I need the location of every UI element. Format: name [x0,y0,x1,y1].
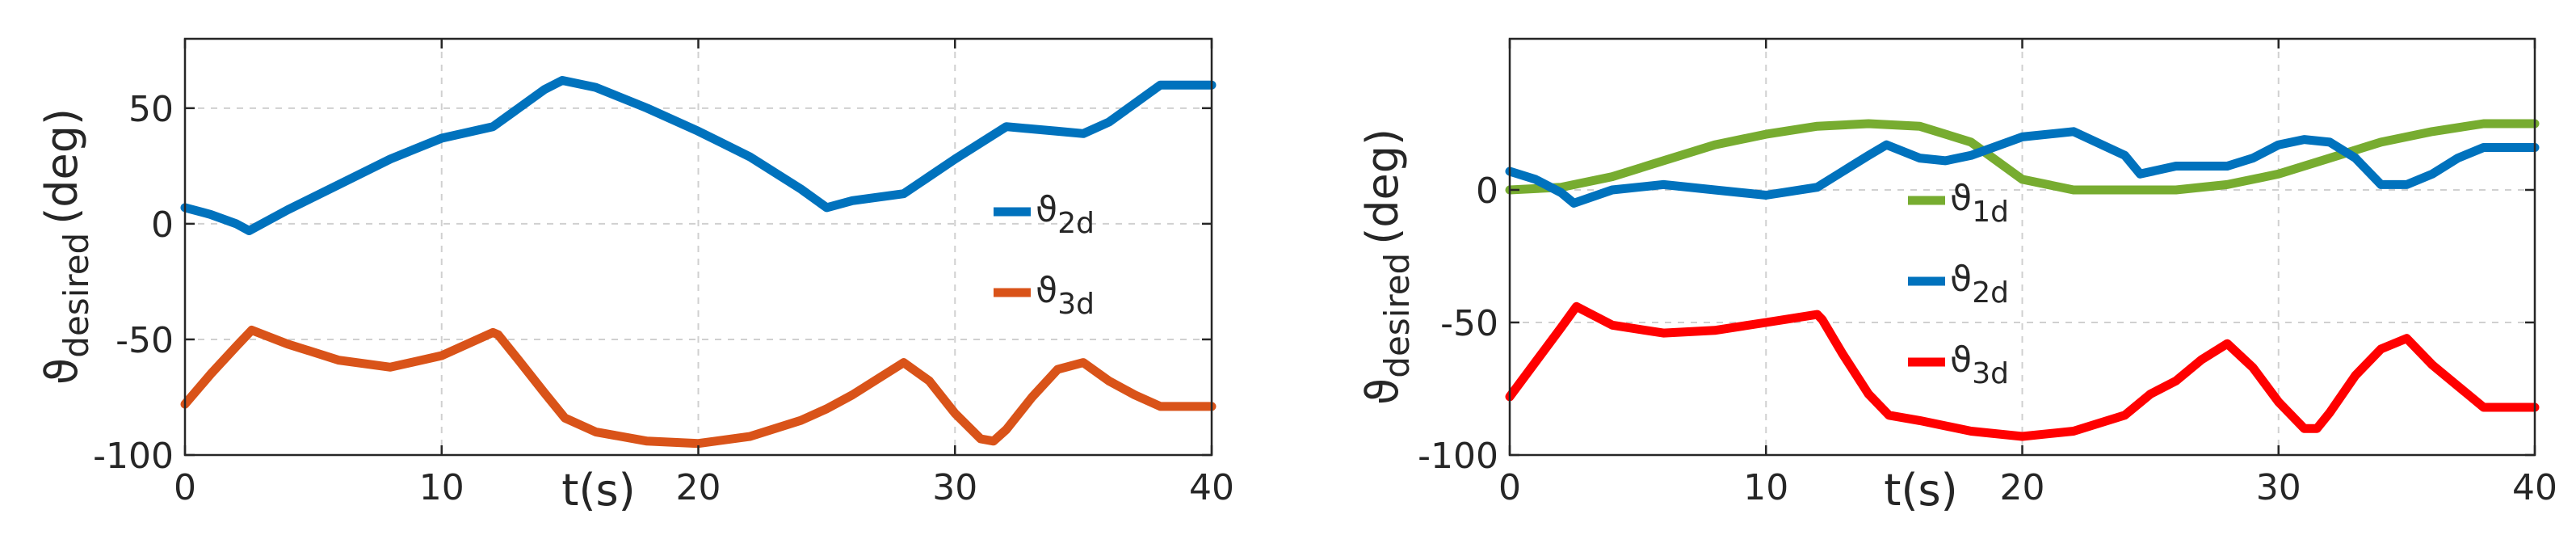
x-tick-label: 20 [676,467,721,508]
x-tick-label: 0 [1498,467,1521,508]
y-tick-label: 0 [151,204,174,246]
y-tick-label: -50 [116,320,174,361]
x-tick-label: 20 [2000,467,2045,508]
x-tick-label: 0 [174,467,196,508]
y-tick-label: -100 [1418,436,1498,477]
series-line-3d [180,326,1217,449]
series-line-1d [1505,119,2540,195]
y-axis-label: ϑdesired(deg) [36,108,96,385]
x-axis-label: t(s) [561,465,635,516]
x-tick-label: 40 [1189,467,1234,508]
series-line-2d [1505,127,2540,208]
x-tick-label: 40 [2512,467,2557,508]
y-tick-label: 0 [1476,171,1498,212]
legend-label-2d: ϑ2d [1036,189,1095,240]
legend-label-3d: ϑ3d [1950,339,2009,390]
x-tick-label: 10 [1743,467,1788,508]
y-tick-label: -50 [1440,303,1498,344]
series-line-3d [1505,301,2540,441]
legend-label-1d: ϑ1d [1950,178,2009,229]
x-tick-label: 30 [932,467,977,508]
y-tick-label: -100 [93,436,174,477]
x-tick-label: 30 [2256,467,2301,508]
series-line-2d [180,76,1217,235]
y-axis-label: ϑdesired(deg) [1357,129,1417,405]
legend-label-3d: ϑ3d [1036,270,1095,321]
x-axis-label: t(s) [1884,465,1957,516]
legend-label-2d: ϑ2d [1950,259,2009,310]
right-chart: 0 10 20 30 40 0 -50 -100 t(s) ϑdesired(deg) ϑ1d ϑ2d… [1357,37,2557,516]
x-tick-label: 10 [419,467,464,508]
left-chart: 0 10 20 30 40 50 0 -50 -100 t(s) ϑdesired(deg) ϑ2d ϑ… [36,37,1234,516]
y-tick-label: 50 [128,89,174,130]
